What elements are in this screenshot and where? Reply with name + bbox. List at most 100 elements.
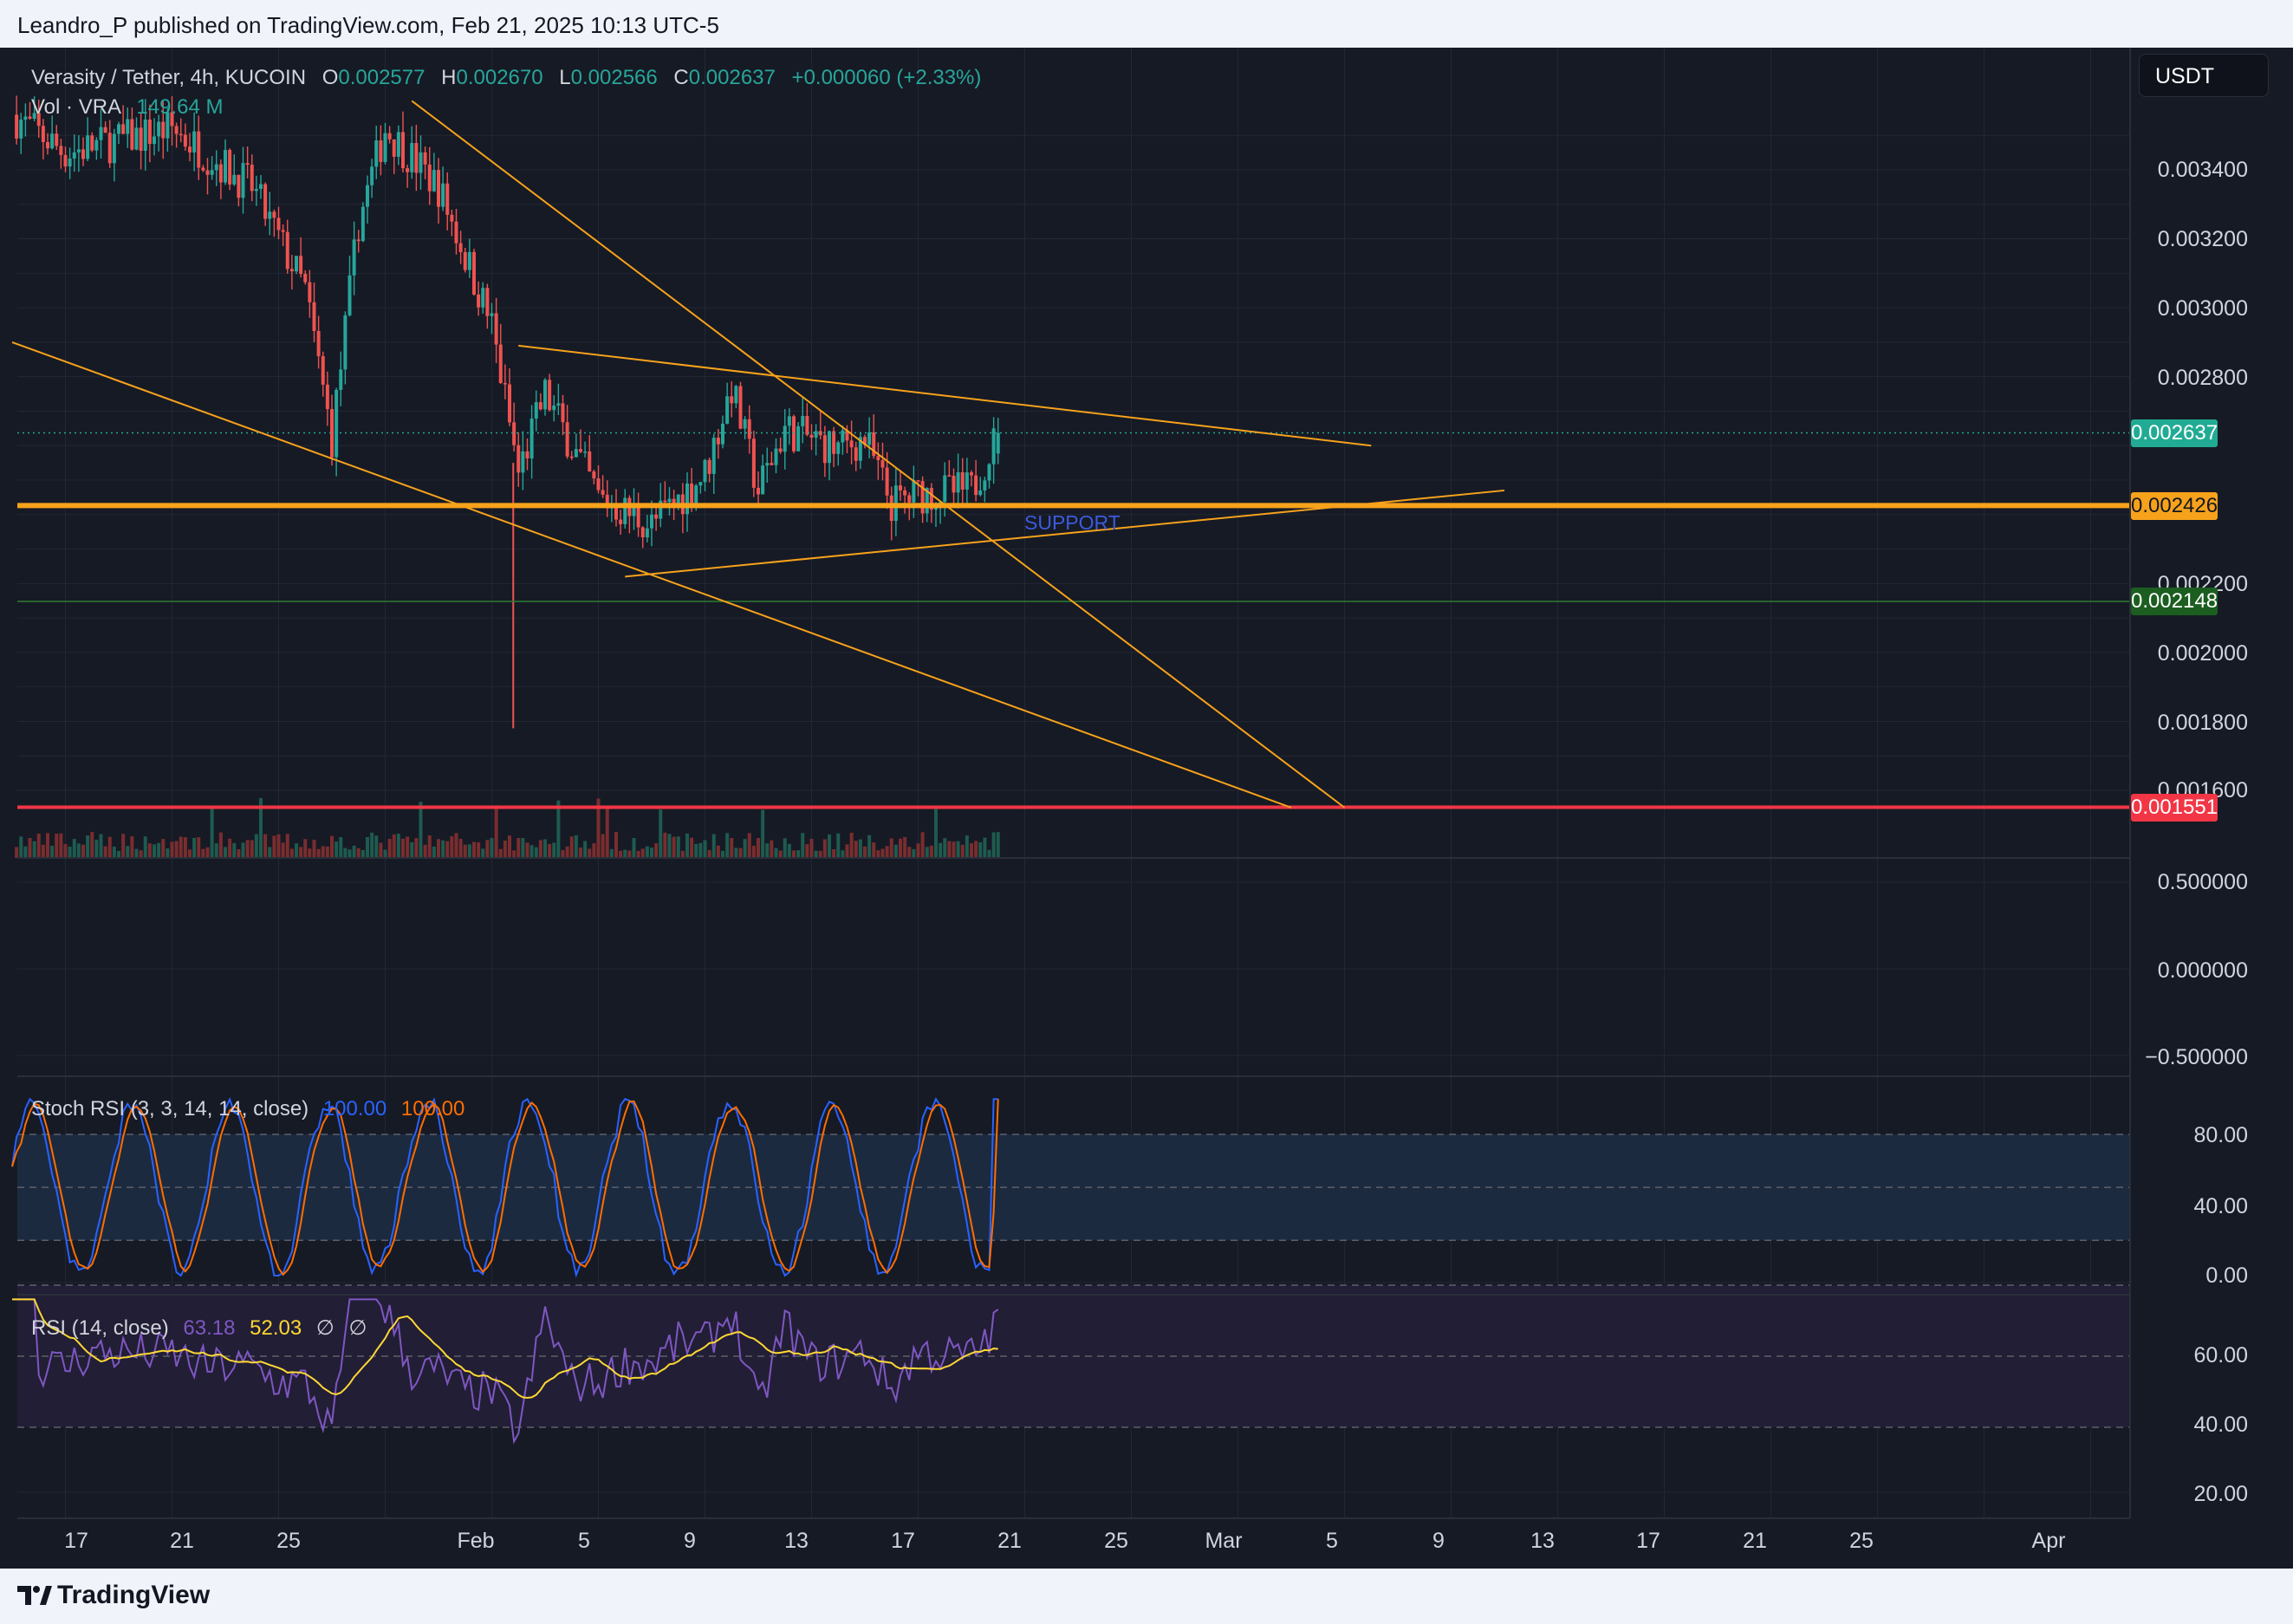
- volume-bar: [121, 834, 126, 858]
- rsi-label: RSI (14, close): [31, 1316, 169, 1340]
- rsi-tick: 40.00: [2193, 1413, 2248, 1437]
- candle-body: [965, 472, 969, 490]
- candle-body: [192, 131, 197, 153]
- time-tick: 21: [1743, 1529, 1767, 1553]
- volume-bar: [552, 842, 556, 858]
- candle-body: [179, 133, 183, 136]
- candle-body: [916, 480, 920, 482]
- candle-body: [86, 135, 90, 159]
- candle-body: [529, 418, 534, 458]
- volume-bar: [730, 838, 734, 858]
- candle-body: [259, 184, 263, 189]
- pane-tick: 0.000000: [2157, 958, 2248, 983]
- candle-body: [751, 438, 756, 488]
- candle-body: [352, 239, 356, 276]
- candle-body: [721, 423, 724, 445]
- candle-body: [757, 487, 760, 495]
- volume-bar: [406, 836, 410, 858]
- volume-bar: [854, 841, 858, 858]
- chart-canvas[interactable]: [0, 48, 2293, 1569]
- currency-button[interactable]: USDT: [2139, 54, 2269, 97]
- volume-bar: [295, 843, 298, 858]
- support-price-badge: 0.002426: [2131, 492, 2218, 520]
- candle-body: [348, 275, 352, 315]
- volume-bar: [601, 834, 605, 858]
- volume-bar: [556, 800, 561, 858]
- volume-bar: [508, 835, 511, 858]
- volume-bar: [716, 845, 720, 858]
- candle-body: [698, 482, 703, 486]
- volume-bar: [738, 848, 743, 858]
- candle-body: [99, 127, 103, 140]
- volume-bar: [778, 850, 783, 858]
- candle-body: [508, 384, 511, 423]
- volume-bar: [188, 849, 192, 858]
- candle-body: [747, 419, 751, 439]
- candle-body: [809, 434, 814, 438]
- volume-bar: [583, 841, 588, 858]
- volume-bar: [312, 840, 316, 858]
- candle-body: [596, 478, 601, 490]
- high-value: 0.002670: [456, 66, 543, 89]
- candle-body: [210, 170, 214, 175]
- candle-body: [792, 416, 796, 451]
- volume-bar: [907, 847, 912, 858]
- volume-bar: [974, 841, 978, 858]
- volume-bar: [872, 842, 876, 858]
- volume-bar: [645, 846, 649, 858]
- volume-bar: [858, 839, 862, 858]
- volume-bar: [943, 838, 947, 858]
- candle-body: [556, 403, 561, 406]
- volume-bar: [939, 842, 943, 858]
- volume-bar: [423, 844, 427, 858]
- volume-bar: [356, 848, 361, 858]
- volume-bar: [36, 833, 41, 858]
- volume-bar: [432, 846, 436, 858]
- candle-body: [107, 133, 112, 164]
- volume-bar: [619, 850, 623, 858]
- candle-body: [552, 405, 556, 411]
- candle-body: [614, 506, 618, 520]
- volume-bar: [672, 836, 676, 858]
- volume-bar: [880, 848, 885, 858]
- candle-body: [672, 498, 676, 504]
- time-tick: 17: [891, 1529, 915, 1553]
- volume-bar: [276, 834, 281, 858]
- candle-body: [659, 500, 663, 519]
- candle-body: [676, 494, 680, 504]
- candle-body: [463, 251, 467, 270]
- volume-bar: [112, 846, 116, 858]
- candle-body: [263, 184, 268, 219]
- volume-bar: [335, 841, 339, 858]
- volume-bar: [330, 835, 334, 858]
- time-tick: 9: [684, 1529, 696, 1553]
- volume-bar: [659, 809, 663, 858]
- candle-body: [970, 472, 973, 476]
- volume-bar: [15, 847, 19, 858]
- candle-body: [335, 389, 339, 458]
- candle-body: [481, 288, 485, 308]
- volume-bar: [685, 833, 689, 858]
- volume-bar: [792, 850, 796, 858]
- rsi-legend: RSI (14, close) 63.18 52.03 ∅ ∅: [31, 1315, 367, 1341]
- candle-body: [534, 402, 538, 419]
- candlestick-series: [15, 95, 1000, 729]
- candle-body: [863, 437, 867, 445]
- volume-bar: [757, 838, 760, 858]
- price-tick: 0.003000: [2157, 296, 2248, 321]
- volume-bar: [952, 841, 956, 858]
- stoch-tick: 40.00: [2193, 1194, 2248, 1218]
- volume-bar: [725, 833, 730, 858]
- volume-bar: [454, 833, 458, 858]
- candle-body: [454, 221, 458, 244]
- symbol-label: Verasity / Tether, 4h, KUCOIN: [31, 66, 307, 89]
- volume-bar: [516, 838, 521, 858]
- volume-bar: [636, 850, 640, 858]
- candle-body: [36, 113, 41, 127]
- volume-bar: [472, 841, 476, 858]
- candle-body: [366, 185, 369, 207]
- candle-body: [640, 527, 645, 538]
- rsi-na-2: ∅: [348, 1316, 367, 1340]
- price-tick: 0.002800: [2157, 366, 2248, 390]
- volume-bar: [983, 837, 987, 858]
